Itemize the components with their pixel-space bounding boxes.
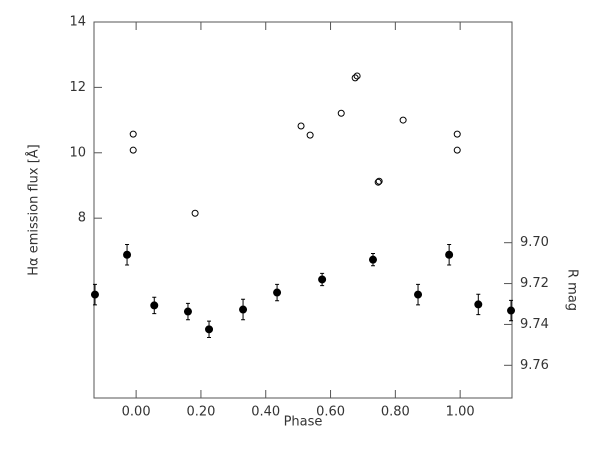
point bbox=[368, 255, 377, 264]
point bbox=[191, 209, 199, 217]
point bbox=[353, 72, 361, 80]
point bbox=[183, 307, 192, 316]
y-tick-label: 12 bbox=[69, 80, 86, 95]
x-tick-label: 0.60 bbox=[316, 405, 345, 420]
y-tick-label: 10 bbox=[69, 145, 86, 160]
x-axis-label: Phase bbox=[284, 415, 323, 430]
point bbox=[453, 130, 461, 138]
point bbox=[414, 290, 423, 299]
point bbox=[273, 288, 282, 297]
point bbox=[374, 178, 382, 186]
x-tick-label: 1.00 bbox=[446, 405, 475, 420]
point bbox=[474, 300, 483, 309]
point bbox=[375, 177, 383, 185]
point bbox=[337, 109, 345, 117]
point bbox=[306, 131, 314, 139]
y2-tick-label: 9.74 bbox=[520, 317, 549, 332]
y2-tick-label: 9.70 bbox=[520, 235, 549, 250]
point bbox=[453, 146, 461, 154]
point bbox=[351, 74, 359, 82]
point bbox=[445, 250, 454, 259]
point bbox=[507, 306, 516, 315]
point bbox=[297, 122, 305, 130]
plot-frame bbox=[93, 21, 513, 399]
y-tick-label: 14 bbox=[69, 15, 86, 30]
point bbox=[123, 250, 132, 259]
point bbox=[399, 116, 407, 124]
x-tick-label: 0.80 bbox=[381, 405, 410, 420]
point bbox=[318, 275, 327, 284]
point bbox=[129, 146, 137, 154]
point bbox=[205, 325, 214, 334]
y-axis-label: Hα emission flux [Å] bbox=[26, 144, 42, 276]
point bbox=[129, 130, 137, 138]
y2-axis-label: R mag bbox=[565, 269, 580, 311]
x-tick-label: 0.40 bbox=[251, 405, 280, 420]
y2-tick-label: 9.72 bbox=[520, 276, 549, 291]
x-tick-label: 0.00 bbox=[122, 405, 151, 420]
x-tick-label: 0.20 bbox=[186, 405, 215, 420]
point bbox=[150, 301, 159, 310]
point bbox=[239, 305, 248, 314]
point bbox=[90, 290, 99, 299]
y-tick-label: 8 bbox=[78, 211, 86, 226]
y2-tick-label: 9.76 bbox=[520, 358, 549, 373]
